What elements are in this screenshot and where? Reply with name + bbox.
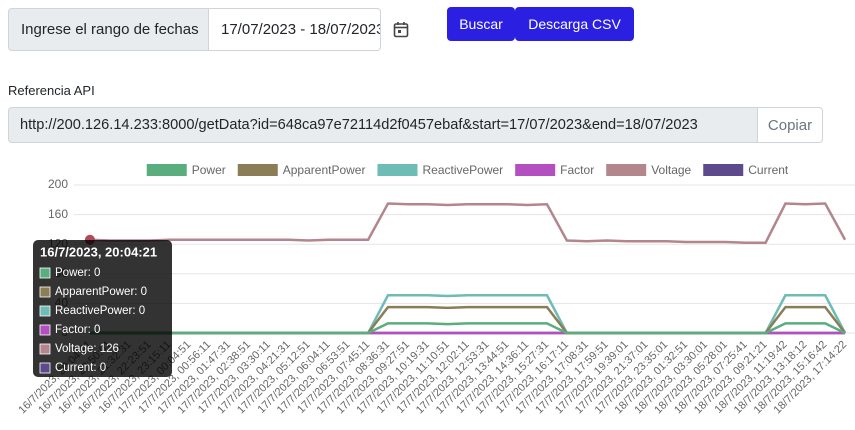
series-line bbox=[89, 322, 846, 335]
tooltip-box bbox=[33, 240, 172, 377]
y-tick-label: 160 bbox=[48, 207, 68, 221]
tooltip-swatch bbox=[39, 362, 51, 374]
api-url: http://200.126.14.233:8000/getData?id=64… bbox=[8, 107, 758, 143]
tooltip-item: Voltage: 126 bbox=[55, 343, 119, 355]
legend-label: Power bbox=[192, 163, 226, 177]
tooltip-item: Factor: 0 bbox=[55, 324, 100, 336]
tooltip-swatch bbox=[39, 324, 51, 336]
legend-label: ReactivePower bbox=[422, 163, 503, 177]
range-label: Ingrese el rango de fechas bbox=[8, 8, 209, 51]
legend-label: Factor bbox=[560, 163, 594, 177]
series-line bbox=[89, 305, 847, 335]
series-line bbox=[89, 294, 847, 335]
tooltip-item: Current: 0 bbox=[55, 362, 106, 374]
search-button[interactable]: Buscar bbox=[447, 7, 515, 41]
tooltip-swatch bbox=[39, 286, 51, 298]
legend-swatch bbox=[515, 164, 556, 176]
tooltip-swatch bbox=[39, 305, 51, 317]
tooltip-title: 16/7/2023, 20:04:21 bbox=[40, 244, 157, 259]
legend-swatch bbox=[703, 164, 744, 176]
csv-button[interactable]: Descarga CSV bbox=[515, 7, 634, 41]
tooltip-item: ReactivePower: 0 bbox=[55, 305, 145, 317]
tooltip-swatch bbox=[39, 267, 51, 279]
series-line bbox=[89, 202, 847, 244]
y-tick-label: 200 bbox=[48, 177, 68, 191]
legend-label: Current bbox=[748, 163, 789, 177]
legend-label: Voltage bbox=[651, 163, 691, 177]
legend-swatch bbox=[377, 164, 418, 176]
legend-swatch bbox=[237, 164, 278, 176]
legend-swatch bbox=[146, 164, 187, 176]
api-label: Referencia API bbox=[8, 82, 95, 98]
tooltip-item: Power: 0 bbox=[55, 267, 100, 279]
tooltip-item: ApparentPower: 0 bbox=[55, 286, 147, 298]
chart: 0408012016020016/7/2023, 20:04:2116/7/20… bbox=[16, 163, 855, 416]
tooltip-swatch bbox=[39, 343, 51, 355]
legend-label: ApparentPower bbox=[283, 163, 366, 177]
legend: Power ApparentPower ReactivePower Factor Vol… bbox=[146, 163, 789, 177]
copy-button[interactable]: Copiar bbox=[757, 107, 823, 143]
calendar-icon[interactable] bbox=[393, 21, 409, 38]
date-range-input[interactable]: 17/07/2023 - 18/07/2023 bbox=[208, 8, 381, 51]
tooltip: 16/7/2023, 20:04:21 Power: 0 ApparentPower… bbox=[33, 240, 172, 377]
legend-swatch bbox=[606, 164, 647, 176]
